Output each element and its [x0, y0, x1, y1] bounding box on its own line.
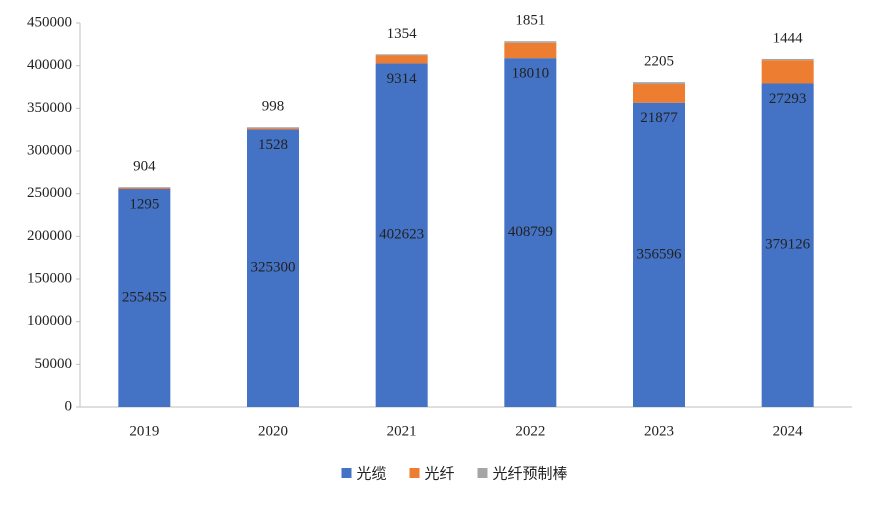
data-label: 21877: [640, 110, 678, 126]
bar-segment: [118, 187, 171, 188]
bar-segment: [504, 58, 557, 407]
y-tick-label: 50000: [35, 356, 73, 372]
bar-segment: [633, 84, 685, 103]
y-tick-label: 200000: [27, 228, 72, 244]
data-label: 255455: [122, 289, 167, 305]
bar-segment: [375, 54, 428, 56]
legend-swatch: [477, 468, 488, 478]
y-tick-label: 0: [65, 398, 73, 414]
bar-segment: [761, 58, 814, 61]
data-label: 325300: [251, 260, 296, 276]
bar-segment: [633, 82, 685, 85]
y-tick-label: 300000: [27, 142, 72, 158]
legend-label: 光缆: [357, 465, 387, 483]
legend-label: 光纤: [425, 465, 455, 483]
data-label: 1444: [773, 30, 804, 46]
bar-segment: [247, 127, 299, 129]
bar-segment: [761, 83, 814, 407]
y-tick-label: 100000: [27, 313, 72, 329]
data-label: 402623: [379, 227, 424, 243]
bar-segment: [247, 128, 299, 130]
y-tick-label: 450000: [27, 14, 72, 30]
data-label: 408799: [508, 224, 553, 240]
bar-segment: [118, 189, 171, 407]
data-label: 1354: [387, 26, 418, 42]
x-tick-label: 2021: [387, 423, 417, 439]
x-tick-label: 2019: [129, 423, 159, 439]
x-tick-label: 2020: [258, 423, 288, 439]
data-label: 379126: [765, 237, 811, 253]
bar-segment: [761, 60, 814, 84]
data-label: 998: [262, 99, 285, 115]
bar-segment: [118, 187, 171, 190]
data-label: 18010: [512, 66, 550, 82]
bar-segment: [504, 42, 557, 59]
data-label: 9314: [387, 71, 418, 87]
legend-label: 光纤预制棒: [493, 465, 568, 483]
x-tick-label: 2022: [515, 423, 545, 439]
data-label: 1528: [258, 137, 288, 153]
y-tick-label: 250000: [27, 185, 72, 201]
x-tick-label: 2024: [773, 423, 804, 439]
data-label: 1851: [515, 13, 545, 29]
legend-swatch: [341, 468, 352, 478]
data-label: 1295: [129, 196, 159, 212]
bar-segment: [247, 129, 299, 408]
data-label: 2205: [644, 54, 674, 70]
x-tick-label: 2023: [644, 423, 674, 439]
y-tick-label: 150000: [27, 270, 72, 286]
data-label: 27293: [769, 91, 807, 107]
bar-segment: [375, 55, 428, 64]
data-label: 356596: [637, 246, 683, 262]
bar-segment: [375, 63, 428, 407]
legend-swatch: [409, 468, 420, 478]
y-tick-label: 400000: [27, 57, 72, 73]
bar-segment: [633, 102, 685, 408]
data-label: 904: [133, 159, 156, 175]
bar-segment: [504, 41, 557, 43]
y-tick-label: 350000: [27, 100, 72, 116]
